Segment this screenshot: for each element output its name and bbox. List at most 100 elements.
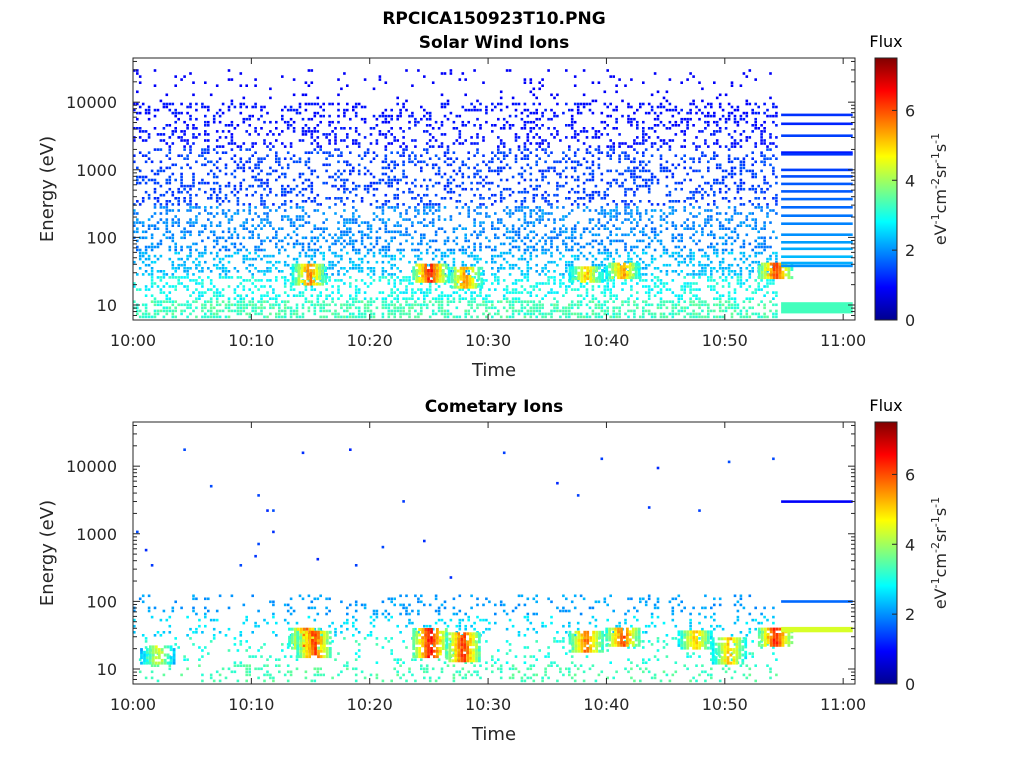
spectrogram-cell bbox=[372, 181, 376, 185]
spectrogram-cell bbox=[204, 163, 207, 167]
spectrogram-cell bbox=[597, 221, 601, 224]
spectrogram-cell bbox=[647, 187, 651, 191]
spectrogram-cell bbox=[627, 157, 630, 160]
spectrogram-cell bbox=[535, 248, 538, 252]
spectrogram-cell bbox=[609, 154, 612, 157]
spectrogram-cell bbox=[198, 212, 201, 215]
spectrogram-cell bbox=[393, 163, 396, 167]
spectrogram-cell bbox=[408, 282, 411, 285]
spectrogram-cell bbox=[153, 148, 157, 151]
spectrogram-cell bbox=[686, 282, 689, 285]
spectrogram-cell bbox=[372, 300, 376, 303]
spectrogram-cell bbox=[372, 187, 376, 191]
spectrogram-cell bbox=[405, 175, 408, 179]
spectrogram-cell bbox=[186, 127, 189, 130]
spectrogram-cell bbox=[656, 276, 660, 279]
spectrogram-cell bbox=[671, 236, 675, 240]
spectrogram-cell bbox=[141, 102, 145, 106]
spectrogram-cell bbox=[556, 184, 559, 188]
spectrogram-cell bbox=[159, 218, 163, 221]
spectrogram-cell bbox=[443, 114, 447, 118]
spectrogram-cell bbox=[313, 306, 317, 310]
spectrogram-cell bbox=[689, 300, 692, 303]
spectrogram-cell bbox=[550, 312, 553, 316]
spectrogram-cell bbox=[381, 203, 385, 206]
spectrogram-cell bbox=[295, 242, 299, 246]
spectrogram-cell bbox=[704, 209, 707, 212]
spectrogram-cell bbox=[248, 270, 251, 273]
spectrogram-cell bbox=[322, 151, 325, 154]
spectrogram-cell bbox=[283, 203, 287, 206]
spectrogram-cell bbox=[316, 151, 320, 154]
spectrogram-cell bbox=[414, 215, 417, 218]
spectrogram-cell bbox=[301, 117, 305, 121]
spectrogram-cell bbox=[698, 160, 701, 164]
spectrogram-cell bbox=[198, 270, 201, 273]
spectrogram-cell bbox=[384, 245, 388, 249]
spectrogram-cell bbox=[562, 309, 565, 313]
spectrogram-cell bbox=[171, 239, 175, 243]
spectrogram-cell bbox=[526, 148, 530, 151]
spectrogram-cell bbox=[497, 276, 500, 279]
spectrogram-cell bbox=[568, 148, 571, 151]
spectrogram-cell bbox=[514, 209, 518, 212]
spectrogram-cell bbox=[298, 139, 302, 142]
spectrogram-cell bbox=[532, 221, 536, 224]
spectrogram-cell bbox=[236, 251, 240, 255]
spectrogram-cell bbox=[532, 224, 536, 227]
spectrogram-cell bbox=[650, 154, 654, 157]
spectrogram-cell bbox=[360, 105, 364, 109]
spectrogram-cell bbox=[579, 130, 583, 133]
spectrogram-cell bbox=[446, 151, 450, 154]
spectrogram-cell bbox=[603, 288, 607, 291]
spectrogram-cell bbox=[227, 303, 231, 307]
spectrogram-cell bbox=[337, 297, 340, 300]
spectrogram-cell bbox=[289, 288, 293, 291]
spectrogram-cell bbox=[192, 133, 195, 136]
spectrogram-cell bbox=[718, 212, 722, 215]
spectrogram-cell bbox=[627, 233, 630, 237]
spectrogram-cell bbox=[523, 221, 527, 224]
spectrogram-cell bbox=[594, 209, 598, 212]
spectrogram-cell bbox=[639, 200, 642, 203]
spectrogram-cell bbox=[721, 251, 725, 255]
spectrogram-cell bbox=[159, 139, 163, 142]
spectrogram-cell bbox=[704, 315, 707, 319]
spectrogram-cell bbox=[621, 282, 624, 285]
spectrogram-cell bbox=[730, 230, 734, 234]
spectrogram-cell bbox=[665, 169, 669, 173]
spectrogram-cell bbox=[183, 145, 186, 148]
spectrogram-cell bbox=[695, 105, 698, 109]
spectrogram-cell bbox=[520, 257, 524, 261]
spectrogram-cell bbox=[511, 309, 515, 313]
spectrogram-cell bbox=[662, 300, 666, 303]
spectrogram-cell bbox=[328, 197, 331, 200]
spectrogram-cell bbox=[730, 175, 734, 179]
spectrogram-cell bbox=[508, 236, 512, 240]
spectrogram-cell bbox=[141, 254, 145, 258]
spectrogram-cell bbox=[710, 114, 713, 118]
spectrogram-cell bbox=[559, 279, 562, 282]
spectrogram-cell bbox=[434, 230, 438, 234]
spectrogram-cell bbox=[707, 193, 710, 197]
spectrogram-cell bbox=[275, 315, 278, 319]
spectrogram-cell bbox=[517, 279, 521, 282]
spectrogram-cell bbox=[340, 233, 343, 237]
spectrogram-cell bbox=[502, 279, 506, 282]
spectrogram-cell bbox=[236, 276, 240, 279]
spectrogram-cell bbox=[209, 93, 213, 97]
spectrogram-cell bbox=[186, 203, 189, 206]
spectrogram-cell bbox=[283, 175, 287, 179]
spectrogram-cell bbox=[423, 218, 426, 221]
spectrogram-cell bbox=[497, 282, 500, 285]
spectrogram-cell bbox=[588, 251, 592, 255]
spectrogram-cell bbox=[304, 102, 308, 106]
spectrogram-cell bbox=[136, 200, 139, 203]
spectrogram-cell bbox=[384, 157, 388, 160]
spectrogram-cell bbox=[263, 218, 266, 221]
spectrogram-cell bbox=[201, 303, 204, 307]
spectrogram-cell bbox=[680, 254, 683, 258]
spectrogram-cell bbox=[343, 218, 346, 221]
spectrogram-cell bbox=[396, 117, 399, 121]
spectrogram-cell bbox=[396, 248, 399, 252]
